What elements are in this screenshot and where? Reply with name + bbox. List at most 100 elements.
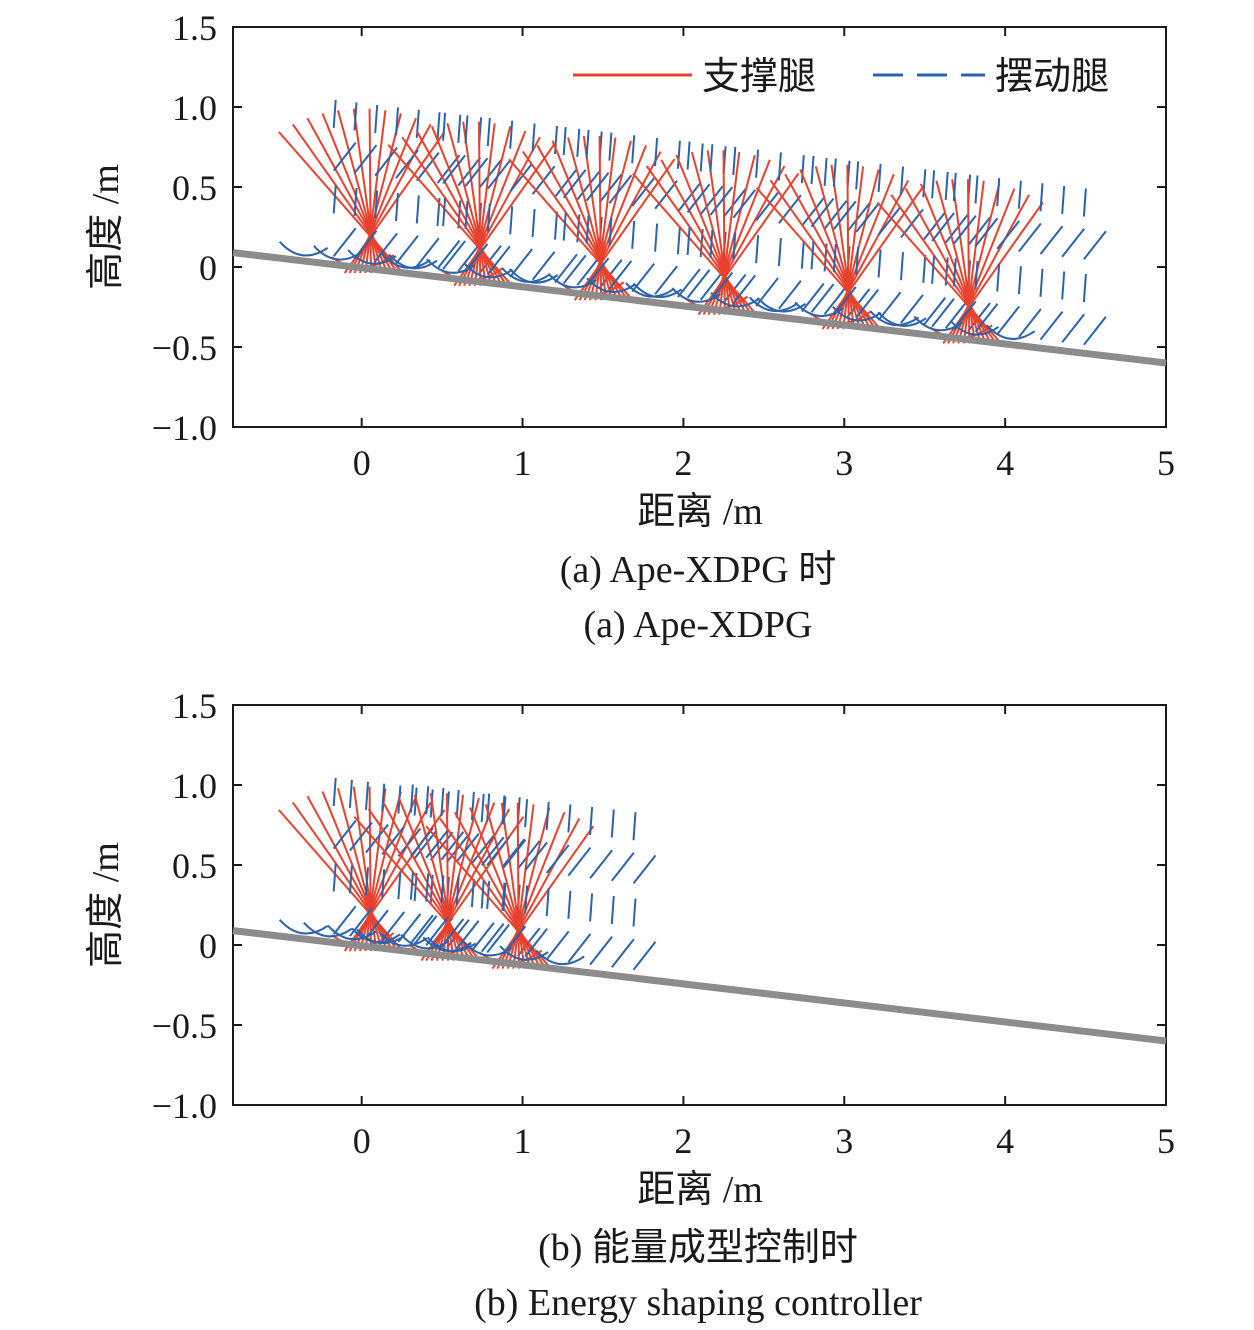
swing-leg-line [332,777,337,806]
y-tick-label: −0.5 [152,328,217,368]
y-tick-labels: 1.5 1.0 0.5 0 −0.5 −1.0 [152,686,217,1126]
swing-leg-line [455,920,480,950]
x-tick-label: 3 [835,443,853,483]
swing-foot-arc [388,253,438,270]
swing-leg-line [1061,313,1085,343]
swing-leg-line [676,140,681,169]
swing-leg-line [823,285,848,315]
swing-foot-arc [426,258,476,274]
swing-leg-line [855,246,860,275]
swing-leg-line [832,158,837,187]
swing-leg-line [353,102,358,131]
support-leg-line [516,802,520,969]
swing-leg-line [502,796,507,825]
swing-leg-line [1039,225,1064,255]
swing-leg-line [732,274,757,304]
x-tick-label: 5 [1157,1121,1175,1161]
swing-leg-line [524,885,529,914]
legend: 支撑腿 摆动腿 [573,54,1109,98]
swing-leg-line [974,175,979,204]
swing-leg-line [598,173,623,203]
swing-leg-line [996,263,1001,292]
swing-foot-arc [356,928,406,944]
support-leg-line [594,137,617,301]
x-tick-label: 4 [996,443,1014,483]
swing-leg-line [686,183,711,213]
y-tick-label: −1.0 [152,408,217,448]
swing-leg-line [900,166,904,195]
swing-leg-line [365,909,389,939]
y-tick-label: 1.0 [172,88,217,128]
swing-leg-line [397,827,422,858]
panel-a-plot: 0 1 2 3 4 5 1.5 1.0 0.5 0 −0.5 −1.0 距离 /m 高度 /m 支撑… [85,8,1175,646]
swing-leg-line [611,852,635,882]
support-leg-line [935,180,982,344]
x-tick-label: 5 [1157,443,1175,483]
swing-leg-line [631,220,636,249]
swing-leg-line [455,789,460,818]
swing-leg-line [1018,222,1042,253]
swing-foot-arc [381,253,431,269]
swing-leg-line [410,827,434,857]
support-leg-line [415,130,503,287]
x-tick-labels: 0 1 2 3 4 5 [353,1121,1175,1161]
swing-leg-line [732,146,737,176]
swing-leg-line [1083,316,1107,346]
swing-leg-line [531,123,536,152]
swing-leg-line [486,923,510,954]
support-leg-line [359,791,402,952]
swing-foot-arc [877,311,927,327]
y-axis-label: 高度 /m [85,164,127,290]
swing-leg-line [365,867,369,896]
swing-leg-line [524,841,548,872]
support-leg-line [368,786,372,952]
swing-leg-line [1039,268,1044,297]
swing-foot-arc [501,267,551,283]
swing-leg-line [631,135,636,164]
swing-leg-line [471,922,495,952]
swing-leg-line [732,189,757,219]
swing-leg-line [608,260,633,290]
support-leg-line [890,194,998,344]
swing-leg-line [944,299,969,329]
y-tick-label: −1.0 [152,1086,217,1126]
walking-marks [278,99,1107,346]
support-leg-line [453,811,542,970]
swing-foot-arc [913,315,963,332]
swing-leg-line [1083,230,1107,260]
swing-foot-arc [327,924,377,941]
swing-leg-line [349,821,373,852]
y-tick-label: 1.0 [172,766,217,806]
y-tick-labels: 1.5 1.0 0.5 0 −0.5 −1.0 [152,8,217,448]
swing-leg-line [1039,310,1064,341]
swing-leg-line [974,303,999,333]
swing-leg-line [545,888,550,917]
support-leg-line [506,807,551,969]
y-axis-label: 高度 /m [85,842,127,968]
swing-leg-line [567,804,572,833]
support-leg-line [536,144,624,301]
swing-leg-line [395,107,399,136]
ticks [233,704,1167,1106]
swing-leg-line [440,875,445,904]
swing-leg-line [410,914,434,944]
swing-leg-line [524,928,548,958]
swing-leg-line [654,223,659,252]
swing-leg-line [348,779,353,808]
support-leg-line [446,793,450,961]
swing-foot-arc [313,245,363,261]
ticks [233,26,1167,428]
swing-leg-line [855,203,879,233]
swing-leg-line [501,838,526,868]
swing-leg-line [353,144,378,174]
swing-leg-line [502,925,527,955]
swing-leg-line [416,237,440,267]
support-leg-line [769,179,877,330]
swing-leg-line [457,242,482,272]
swing-leg-line [480,880,485,909]
x-tick-label: 1 [514,1121,532,1161]
swing-leg-line [455,877,460,906]
plot-frame [232,26,1167,428]
swing-leg-line [974,217,999,247]
swing-leg-line [931,212,955,242]
